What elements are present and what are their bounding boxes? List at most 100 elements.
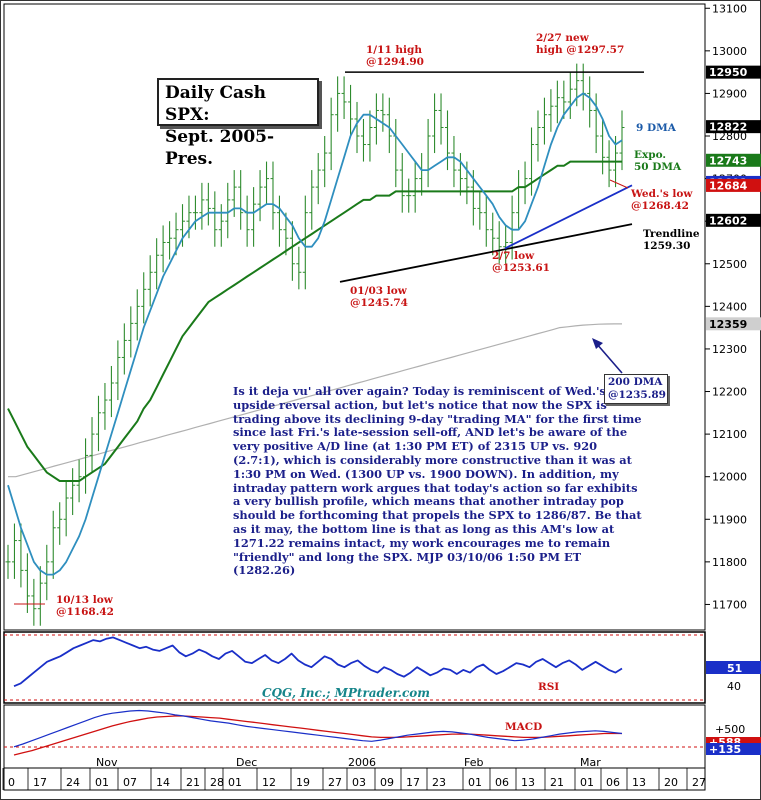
price-bar: [328, 97, 334, 171]
price-bar: [503, 225, 509, 264]
annotation-200-dma-box: 200 DMA @1235.89: [604, 374, 668, 404]
svg-text:12743: 12743: [709, 154, 747, 167]
price-bar: [225, 182, 231, 239]
price-bar: [212, 191, 218, 247]
x-day-label: 07: [123, 776, 137, 789]
expo50-line: [7, 160, 622, 482]
dma9-line: [7, 92, 623, 576]
x-day-label: 09: [380, 776, 394, 789]
x-day-label: 13: [632, 776, 646, 789]
price-bar: [348, 84, 354, 137]
macd-label: MACD: [505, 721, 542, 733]
price-bar: [354, 101, 360, 154]
svg-text:12602: 12602: [709, 214, 747, 227]
price-bars: [5, 63, 625, 626]
x-day-label: 12: [262, 776, 276, 789]
price-bar: [541, 97, 547, 145]
price-bar: [167, 221, 173, 260]
x-day-label: 01: [228, 776, 242, 789]
x-day-label: 21: [186, 776, 200, 789]
trendline-black: [339, 223, 633, 283]
price-bar: [322, 136, 328, 188]
price-bar: [257, 170, 263, 222]
price-bar: [11, 523, 17, 579]
y-tick-label: 13000: [712, 45, 747, 58]
price-bar: [147, 255, 153, 307]
x-month-label: Mar: [580, 756, 601, 769]
annotation-wed-low: Wed.'s low @1268.42: [631, 188, 693, 212]
x-day-label: 28: [210, 776, 224, 789]
x-axis-panel: [3, 767, 706, 791]
price-bar: [509, 195, 515, 260]
y-tick-label: 12200: [712, 386, 747, 399]
y-tick-label: 12400: [712, 300, 747, 313]
price-badges: 12950128221274312691126841260212359: [706, 65, 761, 331]
price-bar: [173, 212, 179, 256]
chart-title-line1: Daily Cash SPX:: [165, 83, 266, 125]
price-bar: [238, 170, 244, 230]
annotation-9-dma: 9 DMA: [636, 122, 676, 134]
rsi-tick-label: 40: [727, 680, 741, 693]
price-bar: [496, 221, 502, 264]
main-panel: [3, 3, 706, 631]
price-bar: [192, 195, 198, 230]
x-day-label: 17: [406, 776, 420, 789]
market-commentary: Is it deja vu' all over again? Today is …: [233, 384, 642, 578]
price-bar: [121, 323, 127, 375]
price-bar: [95, 395, 101, 452]
price-badge: 12359: [706, 317, 761, 331]
price-bar: [24, 553, 30, 613]
macd-signal-line: [13, 715, 622, 756]
x-axis: 0 17 24 01 07 14 21 28 01 12 19 27 03 09 17 23 01 06 13 21 0…: [2, 756, 706, 790]
x-day-label: 20: [664, 776, 678, 789]
x-day-label: 14: [156, 776, 170, 789]
price-bar: [289, 221, 295, 281]
price-bar: [412, 161, 418, 213]
rsi-line: [13, 636, 623, 688]
price-bar: [380, 93, 386, 132]
x-month-label: Dec: [236, 756, 257, 769]
price-bar: [270, 161, 276, 230]
price-bar: [18, 523, 24, 588]
price-bar: [199, 182, 205, 230]
macd-badge-2: +135: [709, 743, 741, 756]
price-bar: [108, 365, 114, 418]
price-bar: [115, 340, 121, 401]
x-day-label: 0: [8, 776, 15, 789]
y-tick-label: 12300: [712, 343, 747, 356]
price-bar: [309, 170, 315, 230]
x-day-label: 06: [495, 776, 509, 789]
price-badge: 12602: [706, 213, 761, 227]
price-bar: [444, 110, 450, 171]
macd-badge1-bg: [706, 737, 761, 748]
price-bar: [406, 178, 412, 213]
rsi-panel: [3, 631, 706, 704]
price-bar: [102, 383, 108, 430]
dma200-line: [8, 323, 622, 478]
y-tick-label: 12000: [712, 471, 747, 484]
price-bar: [606, 140, 612, 188]
annotation-expo-50-dma: Expo. 50 DMA: [634, 149, 682, 173]
price-bar: [600, 118, 606, 175]
y-tick-label: 11900: [712, 513, 747, 526]
annotation-01-03-low: 01/03 low @1245.74: [350, 285, 408, 309]
price-bar: [386, 97, 392, 154]
main-y-axis: 11700 11800 11900 12000 12100 12200 12300 12400…: [705, 2, 747, 611]
price-bar: [218, 204, 224, 247]
macd-panel: [3, 704, 706, 769]
price-bar: [483, 195, 489, 247]
annotation-10-13-low: 10/13 low @1168.42: [56, 594, 114, 618]
chart-credit: CQG, Inc.; MPtrader.com: [262, 686, 430, 700]
price-bar: [141, 272, 147, 324]
x-day-label: 21: [550, 776, 564, 789]
price-bar: [5, 544, 11, 579]
price-bar: [593, 93, 599, 154]
x-month-label: 2006: [348, 756, 376, 769]
chart-title-line2: Sept. 2005-Pres.: [165, 127, 275, 169]
svg-text:12950: 12950: [709, 66, 748, 79]
x-day-label: 27: [692, 776, 706, 789]
macd-tick-label: +500: [715, 723, 745, 736]
price-bar: [283, 212, 289, 256]
price-bar: [205, 182, 211, 226]
x-month-label: Nov: [96, 756, 118, 769]
